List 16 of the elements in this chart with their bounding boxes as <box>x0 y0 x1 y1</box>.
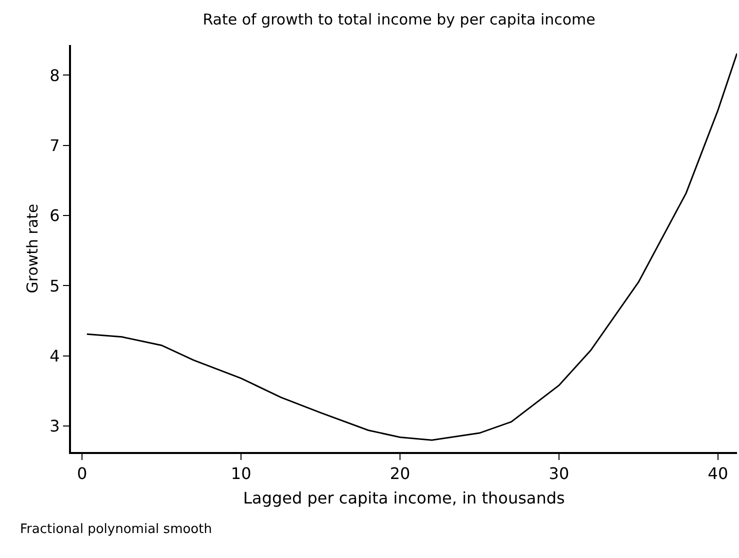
y-axis-title: Growth rate <box>23 204 42 294</box>
x-tick-label: 20 <box>390 464 410 484</box>
x-tick-label: 10 <box>230 464 252 484</box>
x-tick-label: 30 <box>548 464 570 484</box>
x-tick-label: 0 <box>77 464 88 484</box>
y-tick-label: 5 <box>50 276 60 296</box>
y-tick-label: 7 <box>50 136 60 155</box>
y-tick-label: 4 <box>50 346 60 366</box>
x-axis-title: Lagged per capita income, in thousands <box>243 488 565 508</box>
y-tick-label: 6 <box>50 206 60 226</box>
y-tick-label: 8 <box>50 66 60 85</box>
text: Fractional polynomial smooth <box>20 522 212 537</box>
line-series <box>86 52 737 441</box>
chart-title: Rate of growth to total income by per capita income <box>202 10 596 28</box>
y-tick-label: 3 <box>50 416 60 436</box>
x-tick-label: 40 <box>708 464 728 484</box>
